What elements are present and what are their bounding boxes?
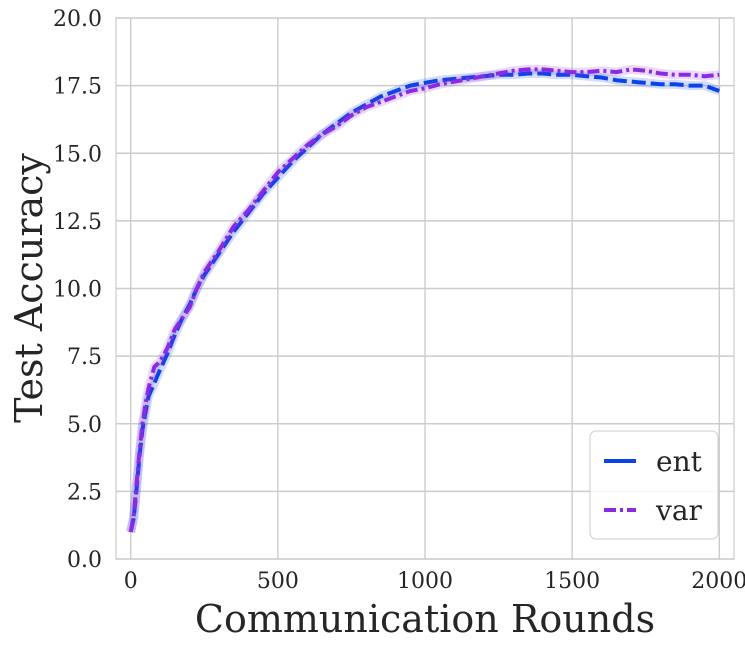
legend-label-var: var: [655, 494, 703, 527]
y-tick-label: 0.0: [67, 548, 102, 573]
y-tick-label: 20.0: [53, 7, 102, 32]
series-line-ent: [128, 71, 720, 533]
x-tick-label: 1000: [397, 569, 453, 594]
y-tick-label: 2.5: [67, 480, 102, 505]
y-tick-label: 15.0: [53, 142, 102, 167]
x-tick-labels: 0 500 1000 1500 2000: [124, 569, 745, 594]
y-tick-label: 17.5: [53, 75, 102, 100]
legend: ent var: [589, 430, 719, 540]
y-tick-label: 12.5: [53, 210, 102, 235]
series-layer: [126, 64, 721, 533]
y-tick-label: 10.0: [53, 278, 102, 303]
series-line-var: [128, 67, 720, 533]
x-axis-title: Communication Rounds: [195, 597, 655, 641]
y-axis-title: Test Accuracy: [7, 153, 51, 423]
x-tick-label: 2000: [691, 569, 745, 594]
x-tick-label: 500: [257, 569, 299, 594]
y-tick-label: 5.0: [67, 413, 102, 438]
y-tick-labels: 0.0 2.5 5.0 7.5 10.0 12.5 15.0 17.5 20.0: [53, 7, 102, 573]
y-tick-label: 7.5: [67, 345, 102, 370]
plot-frame: [115, 17, 735, 560]
x-tick-label: 0: [124, 569, 138, 594]
legend-label-ent: ent: [656, 445, 703, 478]
x-tick-label: 1500: [544, 569, 600, 594]
